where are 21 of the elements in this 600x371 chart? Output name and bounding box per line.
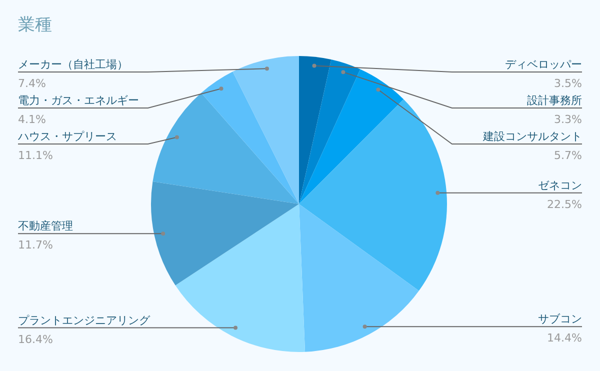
title: 業種 bbox=[18, 15, 52, 35]
slice-label: 設計事務所 bbox=[527, 94, 582, 107]
slice-label: サブコン bbox=[538, 312, 582, 326]
data-label: 11.1% bbox=[18, 149, 53, 162]
data-label: 7.4% bbox=[18, 77, 46, 90]
slice-label: 不動産管理 bbox=[18, 220, 73, 233]
data-label: 16.4% bbox=[18, 332, 53, 346]
data-label: 4.1% bbox=[18, 113, 46, 126]
data-label: 5.7% bbox=[554, 149, 582, 162]
slice-label: ハウス・サプリース bbox=[17, 130, 117, 143]
slice-label: メーカー（自社工場） bbox=[18, 58, 128, 71]
data-label: 14.4% bbox=[547, 332, 582, 345]
data-label: 3.3% bbox=[554, 113, 582, 126]
data-label: 3.5% bbox=[554, 77, 582, 90]
data-label: 22.5% bbox=[547, 198, 582, 211]
slice-label: プラントエンジニアリング bbox=[18, 314, 151, 327]
slice-label: ゼネコン bbox=[538, 178, 582, 192]
slice-label: 建設コンサルタント bbox=[482, 130, 582, 143]
slice-label: ディベロッパー bbox=[505, 58, 582, 71]
data-label: 11.7% bbox=[18, 238, 53, 252]
slice-label: 電力・ガス・エネルギー bbox=[18, 94, 139, 107]
